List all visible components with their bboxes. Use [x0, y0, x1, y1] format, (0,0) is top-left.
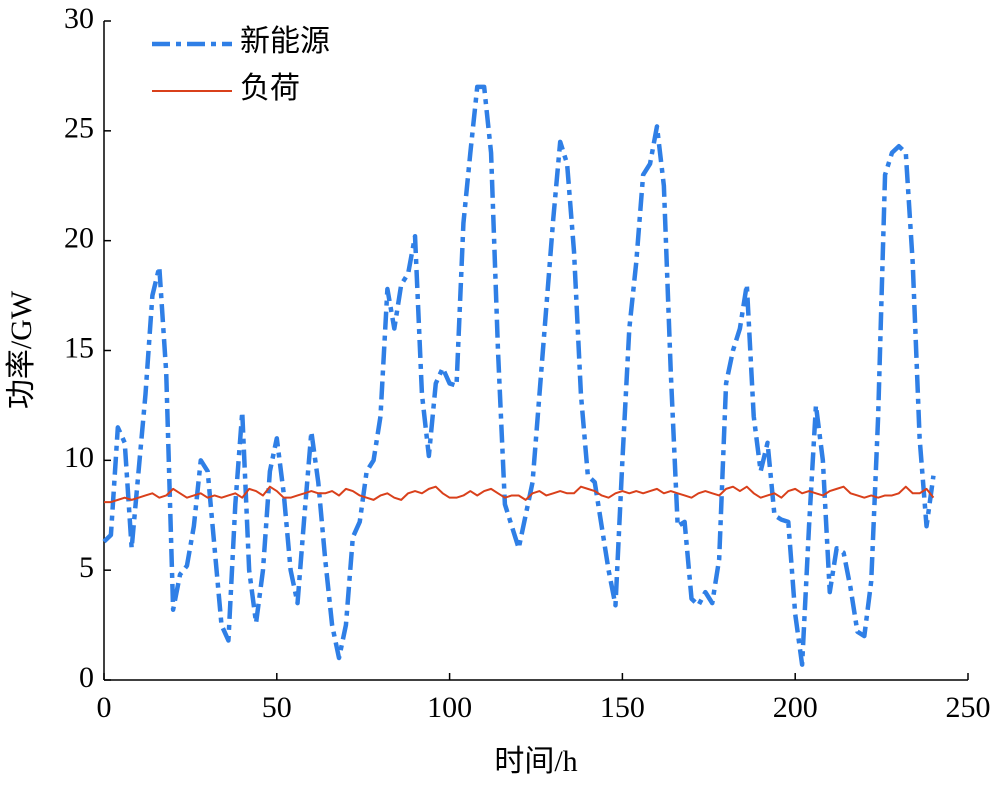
- x-axis-label: 时间/h: [494, 745, 577, 778]
- x-tick-label: 0: [97, 691, 112, 724]
- series-line: [104, 485, 935, 504]
- legend-label: 新能源: [240, 25, 330, 58]
- x-tick-label: 50: [262, 691, 292, 724]
- y-axis-label: 功率/GW: [5, 290, 38, 409]
- x-tick-label: 150: [600, 691, 645, 724]
- y-tick-label: 20: [64, 222, 94, 255]
- y-tick-label: 0: [79, 661, 94, 694]
- x-tick-label: 100: [427, 691, 472, 724]
- x-tick-label: 200: [773, 691, 818, 724]
- series-line: [102, 84, 936, 667]
- x-tick-label: 250: [946, 691, 991, 724]
- legend-label: 负荷: [240, 72, 300, 105]
- y-tick-label: 25: [64, 112, 94, 145]
- y-tick-label: 30: [64, 2, 94, 35]
- y-tick-label: 5: [79, 551, 94, 584]
- y-tick-label: 10: [64, 441, 94, 474]
- y-tick-label: 15: [64, 331, 94, 364]
